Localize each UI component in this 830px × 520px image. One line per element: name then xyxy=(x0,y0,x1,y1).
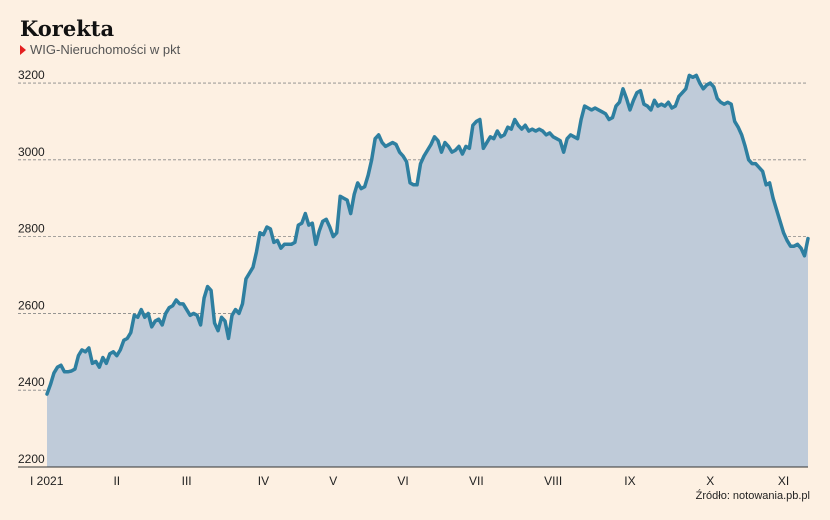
series-area xyxy=(47,75,808,468)
y-tick-label: 3200 xyxy=(18,68,45,82)
x-tick-label: IV xyxy=(258,474,269,488)
x-axis-ticks: I 2021 II III IV V VI VII VIII IX X XI xyxy=(30,474,789,488)
x-tick-label: XI xyxy=(778,474,789,488)
x-tick-label: X xyxy=(706,474,714,488)
x-tick-label: II xyxy=(113,474,120,488)
y-tick-label: 2400 xyxy=(18,375,45,389)
legend: WIG-Nieruchomości w pkt xyxy=(20,42,180,57)
y-tick-label: 2800 xyxy=(18,222,45,236)
legend-label: WIG-Nieruchomości w pkt xyxy=(30,42,181,57)
x-tick-label: III xyxy=(182,474,192,488)
x-tick-label: V xyxy=(329,474,337,488)
source-note: Źródło: notowania.pb.pl xyxy=(695,490,810,502)
legend-marker-icon xyxy=(20,44,26,55)
x-tick-label: VII xyxy=(469,474,484,488)
x-tick-label: I 2021 xyxy=(30,474,64,488)
x-tick-label: VIII xyxy=(544,474,562,488)
series-line xyxy=(45,73,810,396)
chart-title: Korekta xyxy=(20,16,115,41)
y-tick-label: 3000 xyxy=(18,145,45,159)
x-tick-label: IX xyxy=(624,474,635,488)
y-axis-ticks: 2200 2400 2600 2800 3000 3200 xyxy=(18,68,45,466)
y-tick-label: 2200 xyxy=(18,452,45,466)
x-tick-label: VI xyxy=(397,474,408,488)
y-tick-label: 2600 xyxy=(18,298,45,312)
